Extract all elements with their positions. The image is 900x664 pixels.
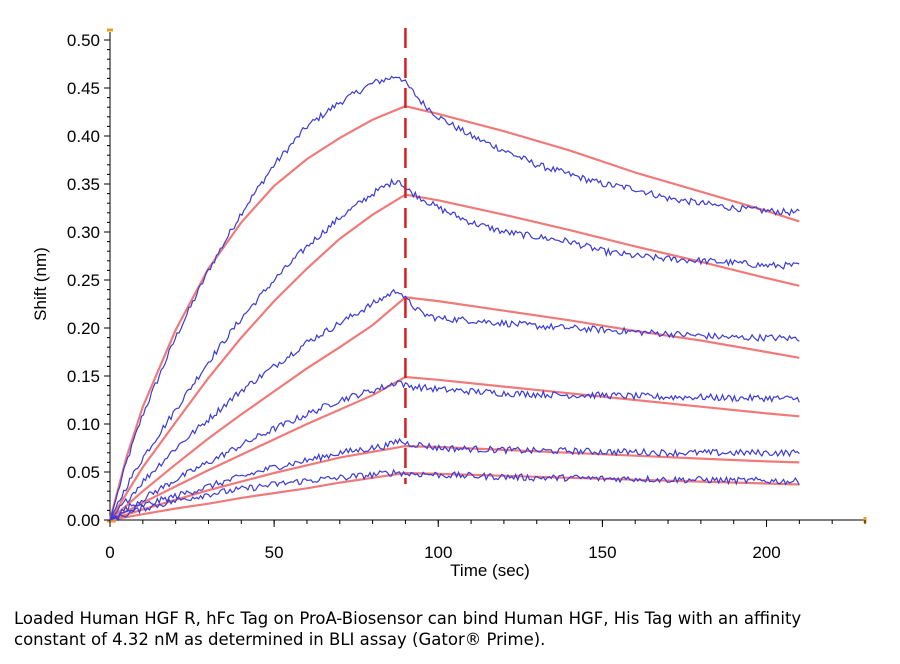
y-tick-label: 0.25 — [67, 271, 100, 290]
measured-curve-5 — [109, 437, 800, 521]
figure-caption: Loaded Human HGF R, hFc Tag on ProA-Bios… — [14, 609, 802, 649]
measured-curve-3 — [109, 288, 800, 521]
x-axis-label: Time (sec) — [450, 561, 530, 580]
y-tick-label: 0.50 — [67, 31, 100, 50]
fit-curves — [108, 105, 800, 522]
x-tick-label: 50 — [265, 543, 284, 562]
axes: 0.00 0.05 0.10 0.15 0.20 0.25 0.30 0.35 0.40 0.45… — [67, 28, 867, 562]
fit-curve-3 — [109, 296, 800, 521]
x-tick-label: 200 — [752, 543, 780, 562]
measured-curve-2 — [109, 178, 800, 521]
y-tick-label: 0.40 — [67, 127, 100, 146]
fit-curve-5 — [109, 444, 800, 522]
y-tick-label: 0.15 — [67, 367, 100, 386]
y-tick-label: 0.05 — [67, 463, 100, 482]
measured-curve-4 — [109, 380, 800, 521]
x-tick-label: 150 — [588, 543, 616, 562]
x-tick-label: 0 — [105, 543, 114, 562]
y-axis-label: Shift (nm) — [31, 247, 50, 321]
y-tick-label: 0.45 — [67, 79, 100, 98]
y-tick-label: 0.30 — [67, 223, 100, 242]
y-tick-label: 0.35 — [67, 175, 100, 194]
y-tick-label: 0.00 — [67, 511, 100, 530]
y-tick-label: 0.10 — [67, 415, 100, 434]
bli-sensorgram-chart: 0.00 0.05 0.10 0.15 0.20 0.25 0.30 0.35 0.40 0.45… — [31, 28, 867, 580]
measured-curve-6 — [109, 468, 800, 522]
x-tick-label: 100 — [424, 543, 452, 562]
measured-curves — [109, 75, 800, 522]
measured-curve-1 — [109, 75, 800, 521]
y-tick-label: 0.20 — [67, 319, 100, 338]
fit-curve-2 — [109, 193, 800, 521]
fit-curve-1 — [108, 105, 800, 521]
fit-curve-4 — [109, 375, 800, 521]
